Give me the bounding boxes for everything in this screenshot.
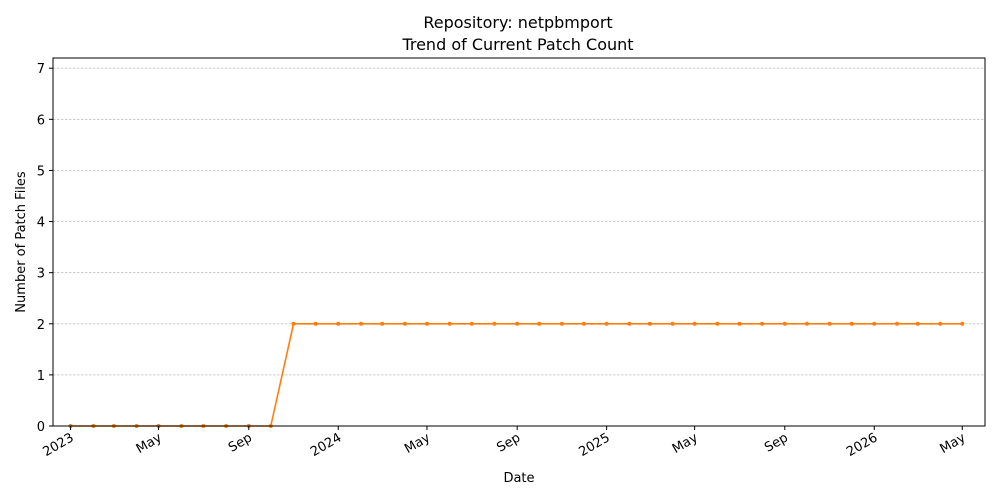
y-tick-label: 1: [37, 369, 45, 384]
data-point: [515, 321, 520, 326]
data-point: [692, 321, 697, 326]
x-tick-label: May: [402, 430, 433, 457]
data-point: [647, 321, 652, 326]
x-axis-label: Date: [503, 471, 534, 486]
data-point: [291, 321, 296, 326]
x-axis: 2023 May Sep 2024 May Sep 2025 May Sep 2026 May: [40, 426, 969, 460]
data-point: [782, 321, 787, 326]
x-tick-label: May: [937, 430, 968, 457]
data-point: [627, 321, 632, 326]
y-axis-label: Number of Patch Files: [14, 171, 29, 313]
data-point: [469, 321, 474, 326]
data-point: [402, 321, 407, 326]
data-point: [760, 321, 765, 326]
chart-title: Repository: netpbmport: [423, 13, 612, 32]
data-point: [827, 321, 832, 326]
data-point: [938, 321, 943, 326]
x-tick-label: Sep: [226, 430, 255, 455]
data-point: [915, 321, 920, 326]
data-point: [447, 321, 452, 326]
y-tick-label: 7: [37, 62, 45, 77]
data-point: [960, 321, 965, 326]
y-axis: 0 1 2 3 4 5 6 7: [37, 62, 53, 435]
x-tick-label: May: [134, 430, 165, 457]
data-point: [804, 321, 809, 326]
data-point: [604, 321, 609, 326]
data-point: [492, 321, 497, 326]
data-point: [358, 321, 363, 326]
data-point: [380, 321, 385, 326]
plot-frame: [52, 57, 986, 427]
data-point: [849, 321, 854, 326]
data-point: [737, 321, 742, 326]
y-tick-label: 5: [37, 164, 45, 179]
data-point: [559, 321, 564, 326]
y-tick-label: 2: [37, 318, 45, 333]
y-tick-label: 4: [37, 216, 45, 231]
x-tick-label: May: [670, 430, 701, 457]
data-point: [537, 321, 542, 326]
x-tick-label: 2025: [576, 430, 612, 460]
data-point: [872, 321, 877, 326]
data-point: [715, 321, 720, 326]
gridlines: [53, 67, 985, 376]
data-point: [424, 321, 429, 326]
y-tick-label: 6: [37, 113, 45, 128]
series-line: [70, 322, 963, 427]
data-point: [336, 321, 341, 326]
y-tick-label: 3: [37, 267, 45, 282]
data-point: [581, 321, 586, 326]
y-tick-label: 0: [37, 420, 45, 435]
x-tick-label: 2023: [40, 430, 76, 460]
x-tick-label: Sep: [762, 430, 791, 455]
x-tick-label: 2026: [844, 430, 880, 460]
x-tick-label: 2024: [308, 430, 344, 460]
chart-subtitle: Trend of Current Patch Count: [401, 35, 633, 54]
data-point: [895, 321, 900, 326]
data-point: [670, 321, 675, 326]
x-tick-label: Sep: [494, 430, 523, 455]
data-point: [313, 321, 318, 326]
